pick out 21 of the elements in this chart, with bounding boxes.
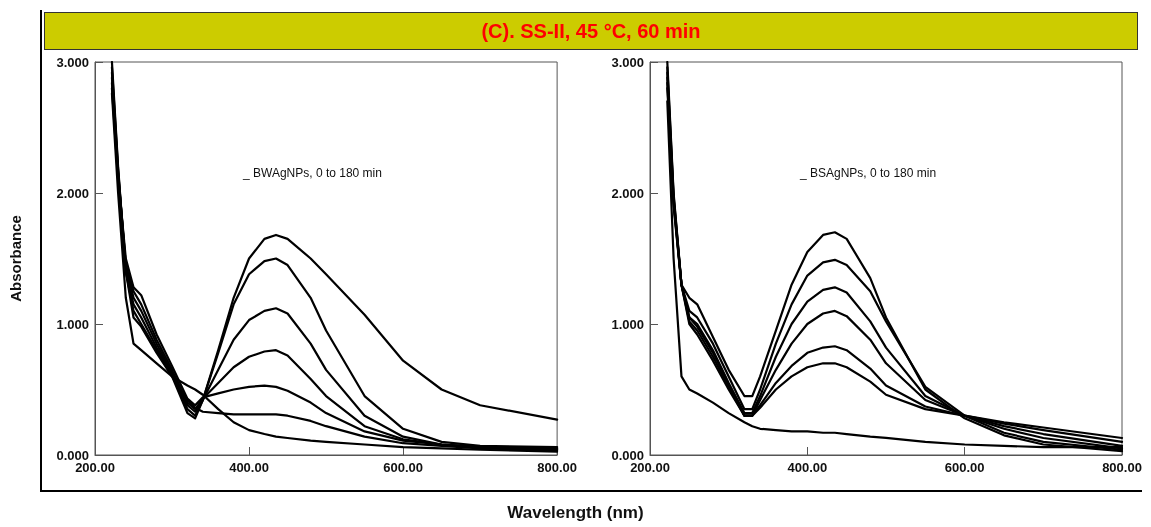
y-tick-label: 0.000 [611,447,644,463]
x-tick-label: 400.00 [229,460,269,475]
annotation: _ BWAgNPs, 0 to 180 min [242,166,382,180]
y-tick-label: 2.000 [611,185,644,201]
y-tick-label: 1.000 [611,316,644,332]
x-tick-label: 400.00 [787,460,828,475]
y-tick-label: 3.000 [56,54,89,70]
annotation: _ BSAgNPs, 0 to 180 min [799,166,937,180]
y-axis-title: Absorbance [7,215,24,302]
y-tick-label: 3.000 [611,54,644,70]
y-tick-label: 2.000 [56,185,89,201]
x-tick-label: 800.00 [1102,460,1142,475]
x-tick-label: 800.00 [537,460,577,475]
x-axis-title: Wavelength (nm) [506,503,645,523]
y-tick-label: 1.000 [56,316,89,332]
x-tick-label: 600.00 [944,460,985,475]
chart-title: (C). SS-II, 45 °C, 60 min [44,12,1138,50]
y-tick-label: 0.000 [56,447,89,463]
x-tick-label: 200.00 [630,460,670,475]
x-tick-label: 200.00 [75,460,115,475]
x-tick-label: 600.00 [383,460,423,475]
